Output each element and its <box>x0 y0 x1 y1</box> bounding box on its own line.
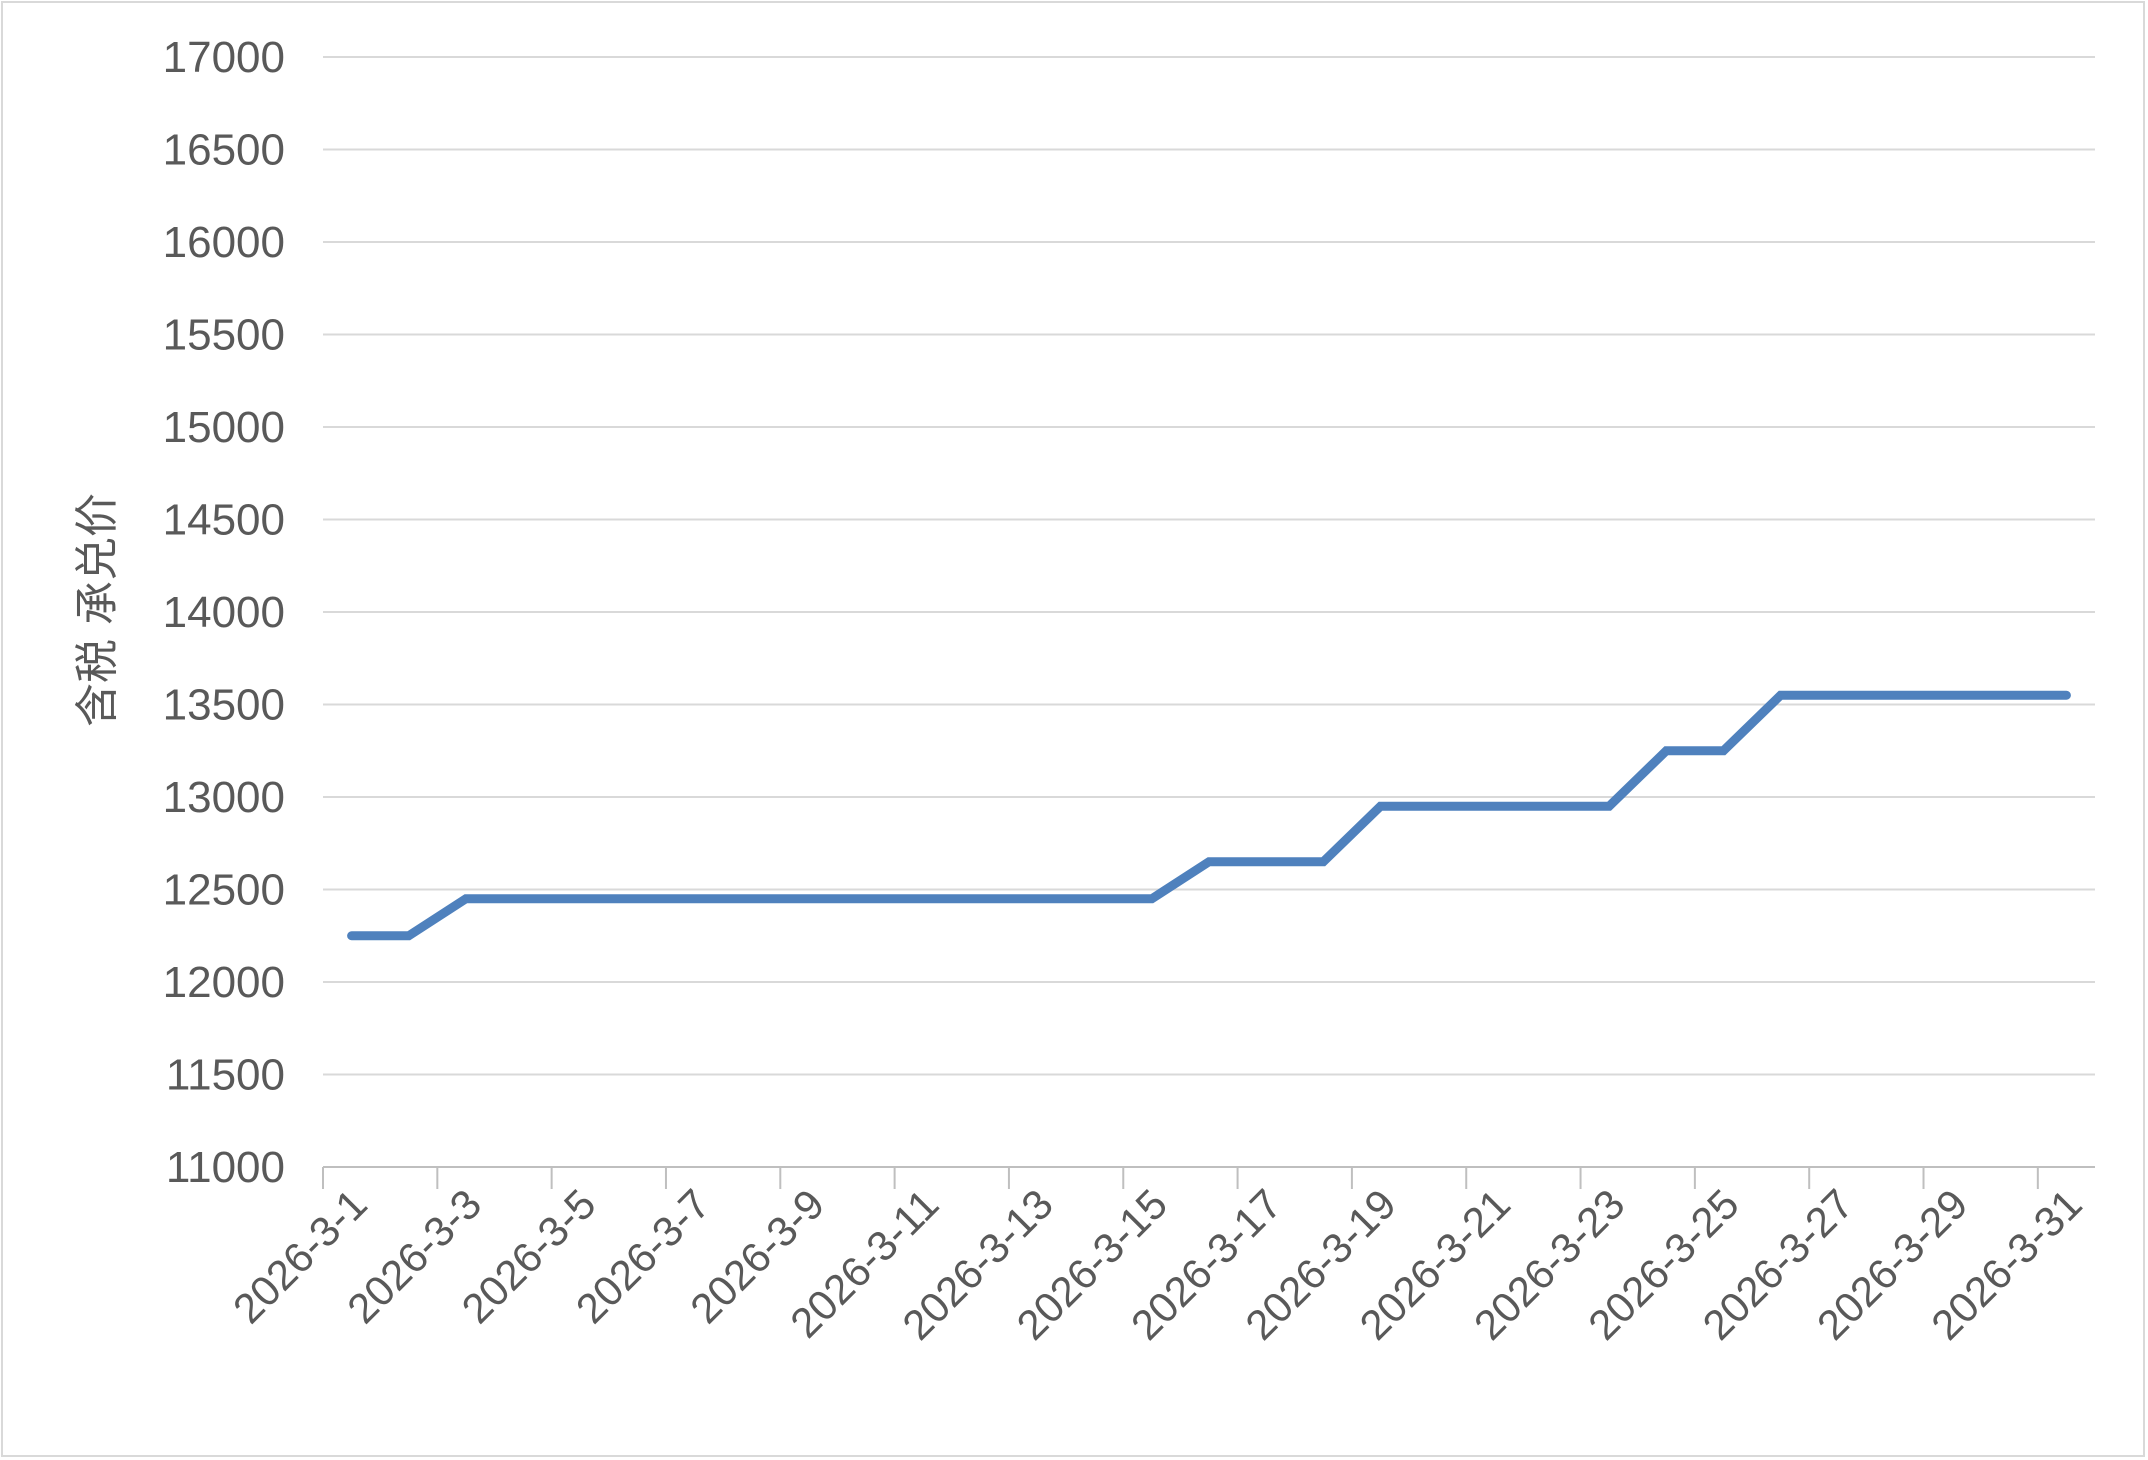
series <box>347 690 2071 941</box>
y-tick-label: 12500 <box>163 866 285 915</box>
y-tick-label: 11500 <box>166 1051 285 1100</box>
y-tick-label: 15500 <box>163 311 285 360</box>
y-tick-label: 12000 <box>163 958 285 1007</box>
y-tick-label: 15000 <box>163 403 285 452</box>
y-tick-label: 11000 <box>166 1143 285 1192</box>
y-tick-label: 13000 <box>163 773 285 822</box>
y-tick-label: 16500 <box>163 126 285 175</box>
y-tick-label: 14500 <box>163 496 285 545</box>
y-tick-label: 14000 <box>163 588 285 637</box>
series-line <box>347 690 2071 941</box>
y-axis-ticks: 11000 11500 12000 12500 13000 13500 14000 14500… <box>163 33 285 1192</box>
gridlines <box>323 56 2095 1076</box>
x-axis: 2026-3-12026-3-32026-3-52026-3-72026-3-9… <box>224 1166 2095 1349</box>
y-axis-label: 含税 承兑价 <box>72 493 123 727</box>
y-tick-label: 13500 <box>163 681 285 730</box>
y-tick-label: 17000 <box>163 33 285 82</box>
y-tick-label: 16000 <box>163 218 285 267</box>
